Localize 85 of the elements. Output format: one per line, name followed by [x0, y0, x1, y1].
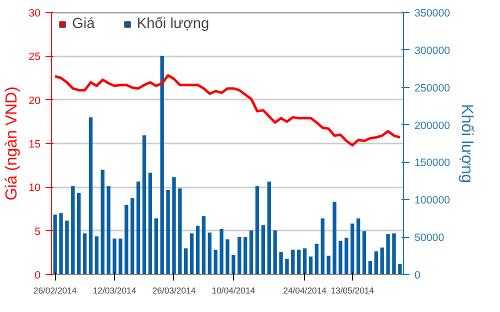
bar: [112, 238, 116, 274]
x-tick-label: 26/03/2014: [152, 286, 196, 296]
bar: [362, 231, 366, 274]
y-tick-label: 10: [28, 182, 41, 194]
bar: [208, 232, 212, 274]
bar: [53, 214, 57, 274]
bar: [356, 218, 360, 274]
line-series: [54, 74, 402, 146]
legend-label: Giá: [72, 16, 95, 32]
x-tick-label: 26/02/2014: [33, 286, 77, 296]
bar: [398, 264, 402, 274]
bar: [302, 248, 307, 274]
bar: [154, 218, 158, 274]
y-tick-label: 5: [34, 226, 41, 238]
bar: [136, 182, 140, 274]
bar: [279, 252, 283, 274]
x-tick-label: 24/04/2014: [283, 286, 327, 296]
bar: [314, 244, 319, 274]
x-tick-label: 12/03/2014: [92, 286, 136, 296]
bar: [106, 186, 110, 274]
bar: [196, 226, 200, 274]
bar: [291, 250, 295, 274]
bar: [190, 233, 194, 274]
bar: [267, 182, 271, 274]
bar: [326, 256, 330, 274]
bar: [148, 172, 152, 274]
y2-tick-label: 300000: [414, 44, 450, 57]
y-tick-label: 0: [34, 270, 41, 282]
bar: [308, 256, 313, 274]
y2-tick-label: 200000: [414, 120, 450, 132]
bar: [82, 233, 87, 274]
bar: [202, 216, 206, 274]
bar: [344, 238, 348, 274]
bar: [297, 250, 301, 274]
y2-tick-label: 150000: [414, 157, 450, 170]
y2-tick-label: 0: [414, 270, 420, 282]
y-tick-label: 15: [28, 138, 41, 150]
bar: [350, 224, 354, 274]
bar: [59, 213, 63, 274]
bar: [184, 248, 188, 274]
bar: [178, 188, 182, 274]
y2-axis-title: Khối lượng: [458, 104, 476, 184]
bar: [238, 237, 242, 274]
y2-tick-label: 250000: [414, 82, 450, 94]
bar: [172, 177, 176, 274]
bar: [392, 233, 396, 274]
bar: [380, 248, 384, 274]
bar: [214, 250, 218, 274]
bar: [374, 251, 378, 274]
y2-tick-label: 350000: [414, 8, 450, 20]
bar: [220, 228, 224, 274]
bar: [166, 190, 170, 274]
bar: [124, 204, 128, 274]
bar: [160, 56, 164, 274]
y-tick-label: 25: [28, 51, 41, 64]
bar: [273, 230, 277, 274]
y-axis-title: Giá (ngàn VND): [4, 86, 21, 200]
bar: [94, 236, 99, 274]
bar: [332, 202, 336, 274]
bar: [285, 258, 289, 274]
bar: [71, 186, 75, 274]
bar: [88, 117, 93, 274]
bar: [232, 255, 236, 274]
bar: [118, 238, 122, 274]
bar: [249, 230, 254, 274]
legend-label: Khối lượng: [136, 16, 210, 32]
bar: [338, 240, 342, 274]
bar: [130, 198, 134, 274]
bar: [142, 135, 146, 274]
bar: [77, 192, 81, 274]
bar: [65, 220, 69, 274]
bar: [368, 261, 372, 274]
x-tick-label: 13/05/2014: [330, 286, 374, 296]
bar: [100, 170, 104, 274]
bar: [226, 239, 230, 274]
y2-tick-label: 100000: [414, 194, 450, 207]
y-tick-label: 30: [28, 8, 41, 20]
x-tick-label: 10/04/2014: [212, 286, 256, 296]
y2-tick-label: 50000: [414, 232, 444, 244]
bar: [320, 218, 324, 274]
bar: [386, 234, 390, 274]
bar: [255, 186, 260, 274]
bar: [261, 225, 266, 274]
bar: [243, 237, 248, 274]
y-tick-label: 20: [28, 94, 41, 107]
